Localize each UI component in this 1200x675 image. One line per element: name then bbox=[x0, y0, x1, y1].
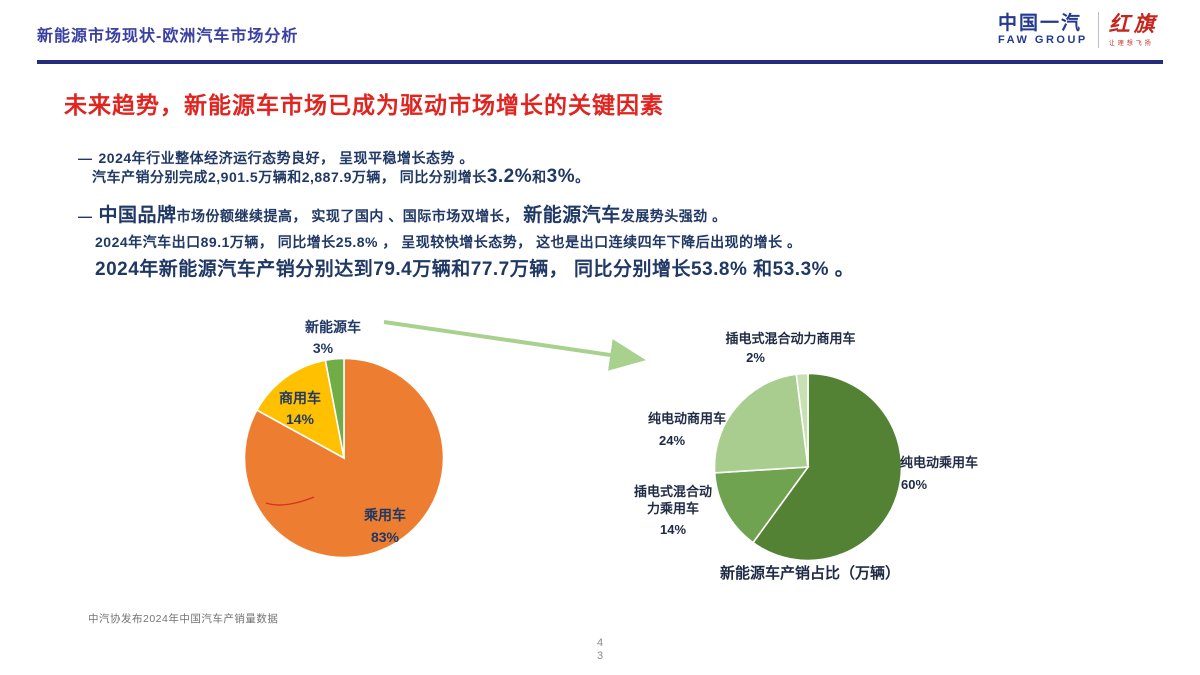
pie-right-value-bev-passenger: 60% bbox=[900, 477, 928, 492]
header-rule bbox=[37, 60, 1163, 64]
bullet-2-end: 。 bbox=[575, 169, 590, 185]
pie-slice-插电式混合动力乘用车 bbox=[713, 466, 810, 544]
pie-left-value-nev: 3% bbox=[312, 340, 334, 356]
pie-left-value-passenger: 83% bbox=[370, 529, 400, 545]
page-numbers: 4 3 bbox=[560, 637, 640, 663]
pie-right-title: 新能源车产销占比（万辆） bbox=[719, 565, 900, 582]
slide-title: 未来趋势，新能源车市场已成为驱动市场增长的关键因素 bbox=[64, 92, 664, 118]
hongqi-logo: 红旗 让理想飞扬 bbox=[1108, 11, 1159, 48]
bullet-2-text: 汽车产销分别完成2,901.5万辆和2,887.9万辆， 同比分别增长 bbox=[92, 169, 487, 185]
source-footnote: 中汽协发布2024年中国汽车产销量数据 bbox=[88, 613, 279, 625]
bullet-2-highlight-2: 3% bbox=[546, 166, 576, 187]
pie-slice-新能源车 bbox=[324, 357, 345, 459]
bullet-1-text: 2024年行业整体经济运行态势良好， 呈现平稳增长态势 。 bbox=[98, 150, 474, 166]
bullet-4: 2024年汽车出口89.1万辆， 同比增长25.8% ， 呈现较快增长态势， 这… bbox=[95, 234, 802, 250]
bullet-1: — 2024年行业整体经济运行态势良好， 呈现平稳增长态势 。 bbox=[78, 148, 474, 168]
page-number-bottom: 3 bbox=[596, 650, 604, 662]
hongqi-slogan: 让理想飞扬 bbox=[1108, 41, 1154, 47]
bullet-dash: — bbox=[78, 208, 93, 224]
pie-slice-插电式混合动力商用车 bbox=[795, 372, 809, 468]
faw-logo-cn: 中国一汽 bbox=[998, 12, 1083, 34]
pie-left-label-passenger: 乘用车 bbox=[364, 507, 406, 523]
pie-chart-auto-market-mix bbox=[243, 357, 445, 559]
bullet-3: — 中国品牌市场份额继续提高， 实现了国内 、国际市场双增长， 新能源汽车发展势头… bbox=[78, 200, 727, 227]
stray-red-stroke bbox=[265, 496, 315, 506]
bullet-2-mid: 和 bbox=[532, 169, 547, 185]
green-arrow-icon bbox=[383, 320, 646, 371]
pie-right-label-phev-commercial: 插电式混合动力商用车 bbox=[725, 331, 856, 346]
pie-slice-纯电动乘用车 bbox=[751, 372, 903, 562]
faw-hongqi-logo: 中国一汽 FAW GROUP 红旗 让理想飞扬 bbox=[998, 12, 1159, 48]
faw-logo-en: FAW GROUP bbox=[998, 33, 1088, 46]
pie-slice-纯电动商用车 bbox=[713, 373, 809, 474]
bullet-2-highlight-1: 3.2% bbox=[486, 166, 533, 187]
bullet-dash: — bbox=[78, 150, 93, 166]
bullet-3-highlight-1: 中国品牌 bbox=[98, 205, 177, 226]
bullet-3-text-2: 发展势头强劲 。 bbox=[620, 208, 727, 224]
pie-right-label-bev-passenger: 纯电动乘用车 bbox=[899, 455, 978, 470]
bullet-3-text-1: 市场份额继续提高， 实现了国内 、国际市场双增长， bbox=[176, 208, 524, 224]
pie-right-value-phev-passenger: 14% bbox=[659, 522, 687, 537]
header-title: 新能源市场现状-欧洲汽车市场分析 bbox=[37, 28, 299, 45]
pie-right-value-phev-commercial: 2% bbox=[746, 350, 765, 365]
bullet-3-highlight-2: 新能源汽车 bbox=[523, 205, 621, 226]
pie-right-value-bev-commercial: 24% bbox=[658, 433, 686, 448]
pie-left-label-nev: 新能源车 bbox=[305, 319, 361, 335]
pie-right-label-phev-passenger: 插电式混合动力乘用车 bbox=[634, 484, 713, 516]
pie-left-value-commercial: 14% bbox=[285, 411, 315, 427]
bullet-5-key-statement: 2024年新能源汽车产销分别达到79.4万辆和77.7万辆， 同比分别增长53.… bbox=[95, 259, 855, 280]
page-number-top: 4 bbox=[596, 637, 604, 649]
pie-right-label-bev-commercial: 纯电动商用车 bbox=[647, 411, 726, 426]
pie-chart-nev-share bbox=[713, 372, 903, 562]
bullet-2: 汽车产销分别完成2,901.5万辆和2,887.9万辆， 同比分别增长3.2%和… bbox=[92, 166, 590, 188]
faw-logo: 中国一汽 FAW GROUP bbox=[998, 12, 1088, 47]
pie-slice-商用车 bbox=[255, 359, 346, 460]
pie-left-label-commercial: 商用车 bbox=[279, 390, 321, 406]
hongqi-logo-text: 红旗 bbox=[1108, 11, 1159, 36]
logo-divider bbox=[1097, 12, 1099, 48]
